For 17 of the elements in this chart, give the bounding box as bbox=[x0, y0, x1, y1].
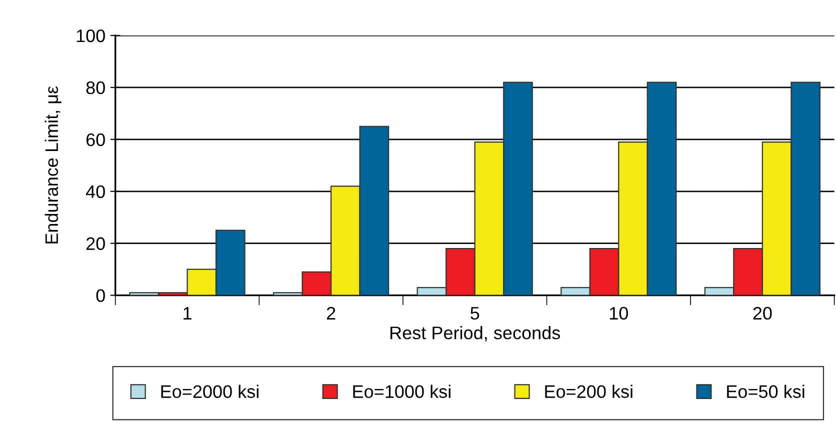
y-tick-label: 40 bbox=[86, 185, 105, 198]
legend-label: Eo=2000 ksi bbox=[161, 384, 258, 398]
x-tick-label: 5 bbox=[470, 307, 480, 320]
legend-label: Eo=200 ksi bbox=[545, 384, 632, 398]
y-tick-label: 60 bbox=[86, 133, 105, 146]
y-tick-label: 20 bbox=[86, 237, 105, 250]
x-axis-title: Rest Period, seconds bbox=[390, 326, 560, 342]
x-tick-label: 10 bbox=[610, 306, 628, 320]
y-tick-label: 100 bbox=[76, 29, 105, 42]
y-axis-title: Endurance Limit, με bbox=[44, 86, 62, 244]
x-tick-label: 2 bbox=[326, 306, 336, 320]
y-tick-label: 0 bbox=[96, 289, 105, 302]
y-tick-label: 80 bbox=[86, 81, 105, 94]
x-tick-label: 1 bbox=[184, 307, 192, 320]
legend-label: Eo=50 ksi bbox=[727, 384, 804, 398]
x-tick-label: 20 bbox=[753, 306, 772, 320]
legend-label: Eo=1000 ksi bbox=[353, 384, 450, 398]
